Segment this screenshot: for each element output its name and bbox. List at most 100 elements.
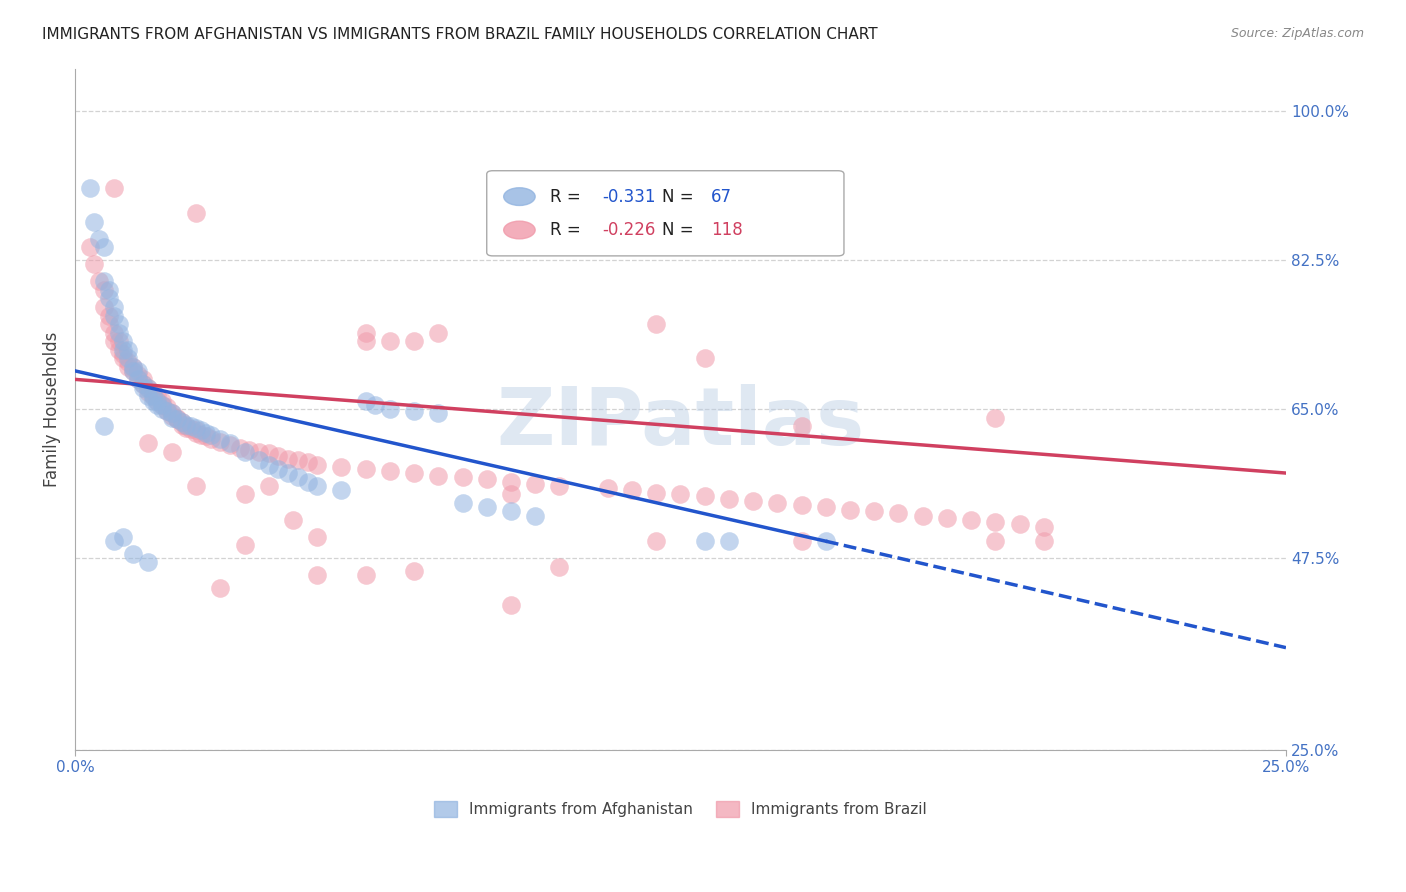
Point [93, 283, 115, 297]
Point [209, 432, 232, 446]
Point [180, 419, 202, 434]
Point [160, 409, 183, 423]
Point [150, 398, 173, 412]
Point [669, 487, 692, 501]
Point [404, 334, 426, 348]
Point [150, 402, 173, 417]
Point [127, 372, 149, 386]
Point [984, 410, 1007, 425]
Point [103, 334, 125, 348]
Point [364, 398, 387, 412]
Point [307, 530, 329, 544]
Point [170, 417, 193, 432]
Point [233, 538, 256, 552]
Point [645, 534, 668, 549]
Point [160, 407, 183, 421]
Point [307, 479, 329, 493]
Point [863, 504, 886, 518]
Point [112, 343, 135, 357]
Point [112, 351, 135, 365]
Point [97, 292, 120, 306]
Point [693, 489, 716, 503]
Point [117, 343, 139, 357]
Point [427, 326, 450, 340]
Point [117, 359, 139, 374]
Text: -0.226: -0.226 [602, 221, 655, 239]
Point [693, 534, 716, 549]
Point [209, 434, 232, 449]
Text: 67: 67 [711, 187, 731, 206]
Point [548, 559, 571, 574]
Point [176, 419, 198, 434]
Point [156, 401, 179, 415]
Point [257, 446, 280, 460]
Point [117, 351, 139, 365]
Point [184, 425, 207, 440]
Point [122, 364, 145, 378]
Point [107, 343, 129, 357]
Point [103, 309, 125, 323]
Point [219, 438, 242, 452]
Point [354, 326, 377, 340]
Point [404, 466, 426, 480]
Point [93, 300, 115, 314]
Point [766, 496, 789, 510]
Point [176, 417, 198, 432]
Point [93, 275, 115, 289]
Point [475, 500, 498, 515]
Point [378, 463, 401, 477]
Point [200, 427, 222, 442]
Point [146, 398, 169, 412]
Point [112, 347, 135, 361]
Point [1032, 534, 1054, 549]
Point [911, 508, 934, 523]
Point [166, 412, 188, 426]
Point [176, 421, 198, 435]
Point [277, 451, 299, 466]
Point [190, 427, 212, 442]
Point [103, 534, 125, 549]
Point [146, 393, 169, 408]
Point [122, 547, 145, 561]
Point [136, 389, 159, 403]
Point [136, 385, 159, 400]
Text: 118: 118 [711, 221, 742, 239]
Point [79, 240, 101, 254]
Point [97, 317, 120, 331]
Point [378, 334, 401, 348]
Point [404, 404, 426, 418]
FancyBboxPatch shape [486, 170, 844, 256]
Point [103, 326, 125, 340]
Point [127, 364, 149, 378]
Point [267, 462, 290, 476]
Point [451, 470, 474, 484]
Point [107, 334, 129, 348]
Point [103, 180, 125, 194]
Point [122, 359, 145, 374]
Point [499, 598, 522, 612]
Point [717, 491, 740, 506]
Point [790, 534, 813, 549]
Point [287, 453, 309, 467]
Point [307, 568, 329, 582]
Point [297, 475, 319, 489]
Point [117, 355, 139, 369]
Point [112, 530, 135, 544]
Point [184, 421, 207, 435]
Text: -0.331: -0.331 [602, 187, 655, 206]
Point [499, 487, 522, 501]
Point [287, 470, 309, 484]
Point [330, 483, 353, 497]
Point [180, 422, 202, 436]
Point [297, 455, 319, 469]
Point [93, 240, 115, 254]
Point [156, 404, 179, 418]
Point [122, 359, 145, 374]
Point [79, 180, 101, 194]
Point [233, 444, 256, 458]
Y-axis label: Family Households: Family Households [44, 332, 60, 487]
Point [83, 257, 105, 271]
Point [136, 381, 159, 395]
Point [141, 389, 163, 403]
Point [257, 458, 280, 472]
